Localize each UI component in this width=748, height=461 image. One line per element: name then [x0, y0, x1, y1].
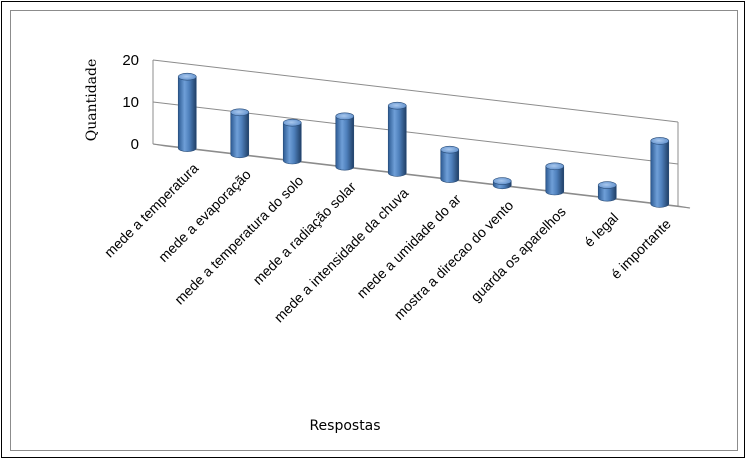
- x-tick-label: mede a radiação solar: [250, 178, 360, 288]
- bar-body: [282, 122, 302, 165]
- floor-side-edge: [152, 143, 166, 147]
- x-tick-label: é importante: [608, 216, 674, 282]
- bar-body: [440, 149, 460, 183]
- bar-top: [440, 145, 460, 154]
- bar-body: [230, 112, 250, 159]
- bar-top: [650, 137, 670, 145]
- bars: [177, 72, 670, 208]
- bar-body: [387, 105, 407, 177]
- bar-body: [177, 76, 197, 152]
- bar-top: [230, 108, 250, 117]
- y-tick-label: 20: [122, 52, 139, 69]
- bar-top: [335, 112, 355, 121]
- bar: [492, 177, 512, 190]
- floor-side-edge: [677, 205, 691, 209]
- x-tick-label: mede a umidade do ar: [353, 191, 464, 302]
- bar: [335, 112, 355, 171]
- bar: [440, 145, 460, 183]
- y-axis-title: Quantidade: [84, 59, 100, 142]
- bar: [545, 162, 565, 196]
- bar: [282, 118, 302, 165]
- bar: [230, 108, 250, 159]
- x-tick-label: mostra a direcao do vento: [391, 197, 517, 323]
- x-tick-label: é legal: [581, 210, 621, 250]
- bar-top: [545, 162, 565, 171]
- y-tick-label: 10: [122, 94, 139, 111]
- bar: [387, 101, 407, 177]
- bar-body: [335, 116, 355, 171]
- bar-body: [597, 184, 617, 202]
- bar-top: [177, 72, 197, 81]
- bar-body: [545, 166, 565, 196]
- bar-top: [387, 101, 407, 110]
- bar-top: [282, 118, 302, 127]
- gridline: [152, 59, 679, 123]
- bar: [177, 72, 197, 152]
- chart-area: [10, 10, 738, 451]
- x-tick-label: mede a temperatura: [101, 160, 202, 261]
- bar-top: [597, 181, 617, 189]
- y-tick-labels: 0 10 20: [122, 52, 139, 153]
- bar-body: [650, 140, 670, 208]
- y-tick-label: 0: [131, 136, 139, 153]
- x-axis-title: Respostas: [309, 418, 380, 434]
- bar: [597, 181, 617, 202]
- bar: [650, 137, 670, 208]
- bar-top: [492, 177, 512, 185]
